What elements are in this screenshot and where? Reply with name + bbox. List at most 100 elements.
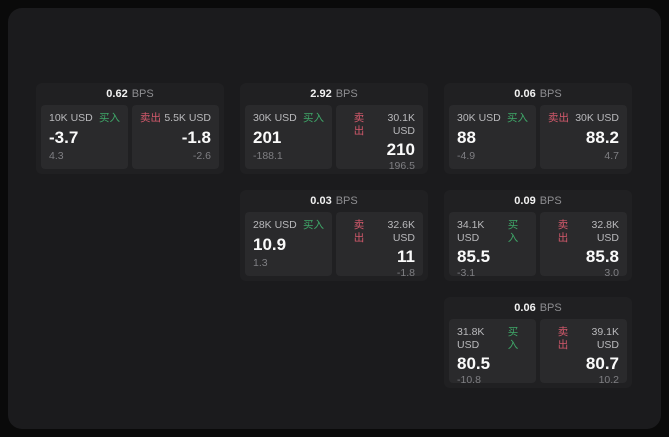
buy-amount: 31.8K USD: [457, 326, 485, 351]
buy-price: 88: [457, 127, 476, 147]
quote-card: 0.09 BPS 34.1K USD 买入 85.5 -3.1 卖出 32.8K…: [444, 190, 632, 281]
quote-card: 0.03 BPS 28K USD 买入 10.9 1.3 卖出 32.6K US…: [240, 190, 428, 281]
buy-amount: 30K USD: [457, 112, 501, 124]
buy-tile-header: 31.8K USD 买入: [457, 326, 528, 351]
quote-tiles: 30K USD 买入 201 -188.1 卖出 30.1K USD 210 1…: [245, 105, 423, 172]
buy-quote-tile[interactable]: 10K USD 买入 -3.7 4.3: [41, 105, 128, 169]
buy-side-label: 买入: [303, 112, 324, 124]
sell-side-label: 卖出: [353, 219, 365, 244]
bps-unit-label: BPS: [539, 195, 562, 207]
sell-quote-tile[interactable]: 卖出 5.5K USD -1.8 -2.6: [132, 105, 219, 169]
buy-tile-header: 34.1K USD 买入: [457, 219, 528, 244]
buy-price: 201: [253, 127, 282, 147]
sell-sub-value: -1.8: [396, 266, 415, 279]
buy-amount: 34.1K USD: [457, 219, 485, 244]
sell-sub-value: 10.2: [598, 373, 619, 386]
sell-sub-value: 196.5: [388, 159, 415, 172]
quote-tiles: 34.1K USD 买入 85.5 -3.1 卖出 32.8K USD 85.8…: [449, 212, 627, 279]
sell-quote-tile[interactable]: 卖出 32.8K USD 85.8 3.0: [540, 212, 627, 279]
bps-value: 0.09: [514, 195, 536, 207]
sell-quote-tile[interactable]: 卖出 30.1K USD 210 196.5: [336, 105, 423, 172]
sell-sub-value: 4.7: [604, 150, 619, 163]
buy-amount: 28K USD: [253, 219, 297, 231]
sell-sub-value: -2.6: [192, 150, 211, 163]
sell-price: 85.8: [585, 247, 619, 267]
quote-card: 0.06 BPS 30K USD 买入 88 -4.9 卖出 30K USD 8…: [444, 83, 632, 174]
bps-value: 0.06: [514, 302, 536, 314]
sell-price: 88.2: [585, 127, 619, 147]
sell-side-label: 卖出: [557, 326, 569, 351]
buy-price: 80.5: [457, 354, 491, 374]
sell-tile-header: 卖出 39.1K USD: [548, 326, 619, 351]
buy-tile-header: 30K USD 买入: [457, 112, 528, 125]
buy-sub-value: 4.3: [49, 150, 64, 163]
buy-sub-value: 1.3: [253, 257, 268, 270]
buy-quote-tile[interactable]: 30K USD 买入 201 -188.1: [245, 105, 332, 169]
sell-sub-value: 3.0: [604, 266, 619, 279]
sell-price: -1.8: [181, 127, 211, 147]
quote-tiles: 28K USD 买入 10.9 1.3 卖出 32.6K USD 11 -1.8: [245, 212, 423, 279]
sell-side-label: 卖出: [557, 219, 569, 244]
card-header: 0.03 BPS: [245, 190, 423, 212]
sell-tile-header: 卖出 30K USD: [548, 112, 619, 125]
sell-side-label: 卖出: [548, 112, 569, 124]
sell-side-label: 卖出: [140, 112, 161, 124]
buy-sub-value: -188.1: [253, 150, 283, 163]
buy-side-label: 买入: [507, 219, 519, 244]
quotes-panel: 0.62 BPS 10K USD 买入 -3.7 4.3 卖出 5.5K USD…: [8, 8, 661, 429]
quote-cards-grid: 0.62 BPS 10K USD 买入 -3.7 4.3 卖出 5.5K USD…: [36, 83, 632, 388]
buy-amount: 10K USD: [49, 112, 93, 124]
quote-tiles: 10K USD 买入 -3.7 4.3 卖出 5.5K USD -1.8 -2.…: [41, 105, 219, 169]
card-header: 0.62 BPS: [41, 83, 219, 105]
card-header: 0.06 BPS: [449, 83, 627, 105]
sell-price: 11: [397, 247, 415, 267]
buy-price: -3.7: [49, 127, 79, 147]
bps-unit-label: BPS: [335, 88, 358, 100]
buy-quote-tile[interactable]: 31.8K USD 买入 80.5 -10.8: [449, 319, 536, 386]
sell-side-label: 卖出: [353, 112, 365, 137]
buy-side-label: 买入: [303, 219, 324, 231]
sell-price: 80.7: [585, 354, 619, 374]
sell-quote-tile[interactable]: 卖出 39.1K USD 80.7 10.2: [540, 319, 627, 386]
card-header: 0.09 BPS: [449, 190, 627, 212]
sell-tile-header: 卖出 32.8K USD: [548, 219, 619, 244]
sell-price: 210: [386, 140, 415, 160]
bps-value: 0.03: [310, 195, 332, 207]
quote-card: 0.06 BPS 31.8K USD 买入 80.5 -10.8 卖出 39.1…: [444, 297, 632, 388]
sell-amount: 32.8K USD: [591, 219, 619, 244]
card-header: 2.92 BPS: [245, 83, 423, 105]
buy-sub-value: -3.1: [457, 266, 476, 279]
buy-quote-tile[interactable]: 28K USD 买入 10.9 1.3: [245, 212, 332, 276]
buy-tile-header: 28K USD 买入: [253, 219, 324, 232]
buy-tile-header: 10K USD 买入: [49, 112, 120, 125]
bps-value: 0.62: [106, 88, 128, 100]
sell-tile-header: 卖出 30.1K USD: [344, 112, 415, 137]
buy-sub-value: -10.8: [457, 373, 481, 386]
sell-quote-tile[interactable]: 卖出 30K USD 88.2 4.7: [540, 105, 627, 169]
quote-card: 2.92 BPS 30K USD 买入 201 -188.1 卖出 30.1K …: [240, 83, 428, 174]
sell-amount: 30.1K USD: [387, 112, 415, 137]
sell-amount: 30K USD: [575, 112, 619, 124]
sell-tile-header: 卖出 5.5K USD: [140, 112, 211, 125]
quote-card: 0.62 BPS 10K USD 买入 -3.7 4.3 卖出 5.5K USD…: [36, 83, 224, 174]
buy-amount: 30K USD: [253, 112, 297, 124]
buy-tile-header: 30K USD 买入: [253, 112, 324, 125]
sell-amount: 32.6K USD: [387, 219, 415, 244]
quote-tiles: 30K USD 买入 88 -4.9 卖出 30K USD 88.2 4.7: [449, 105, 627, 169]
buy-sub-value: -4.9: [457, 150, 476, 163]
buy-price: 85.5: [457, 247, 491, 267]
sell-quote-tile[interactable]: 卖出 32.6K USD 11 -1.8: [336, 212, 423, 279]
bps-unit-label: BPS: [335, 195, 358, 207]
buy-quote-tile[interactable]: 30K USD 买入 88 -4.9: [449, 105, 536, 169]
bps-unit-label: BPS: [131, 88, 154, 100]
buy-price: 10.9: [253, 234, 287, 254]
bps-unit-label: BPS: [539, 302, 562, 314]
card-header: 0.06 BPS: [449, 297, 627, 319]
buy-quote-tile[interactable]: 34.1K USD 买入 85.5 -3.1: [449, 212, 536, 279]
bps-value: 0.06: [514, 88, 536, 100]
quote-tiles: 31.8K USD 买入 80.5 -10.8 卖出 39.1K USD 80.…: [449, 319, 627, 386]
bps-unit-label: BPS: [539, 88, 562, 100]
buy-side-label: 买入: [507, 326, 519, 351]
sell-amount: 39.1K USD: [591, 326, 619, 351]
sell-tile-header: 卖出 32.6K USD: [344, 219, 415, 244]
